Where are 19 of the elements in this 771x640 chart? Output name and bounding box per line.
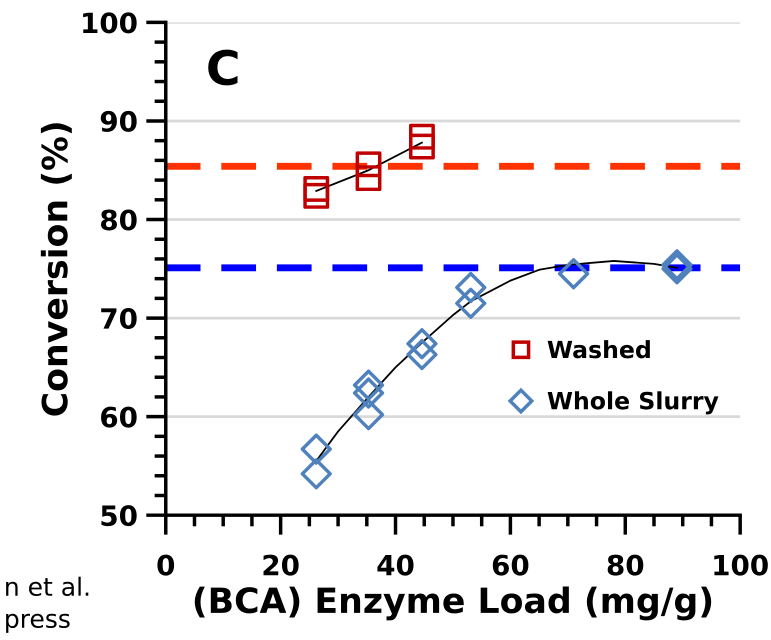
x-tick-label: 0: [157, 554, 174, 576]
y-tick-label: 100: [83, 12, 137, 34]
y-tick-label: 80: [101, 209, 137, 230]
legend-label: Whole Slurry: [548, 391, 718, 414]
x-tick-label: 80: [608, 554, 644, 576]
text: n et al.: [6, 576, 88, 596]
text: press: [6, 614, 70, 633]
x-tick-label: 20: [264, 554, 299, 576]
y-tick-label: 50: [101, 505, 137, 526]
x-tick-label: 100: [714, 554, 768, 576]
annotation: C: [208, 50, 238, 86]
y-axis-title: Conversion (%): [40, 123, 72, 416]
y-tick-label: 70: [101, 308, 137, 330]
y-tick-label: 90: [100, 110, 137, 132]
x-tick-label: 60: [492, 554, 528, 576]
legend-label: Washed: [548, 340, 650, 358]
x-tick-label: 40: [377, 554, 414, 576]
y-tick-label: 60: [101, 406, 137, 428]
x-axis-title: (BCA) Enzyme Load (mg/g): [194, 586, 712, 620]
